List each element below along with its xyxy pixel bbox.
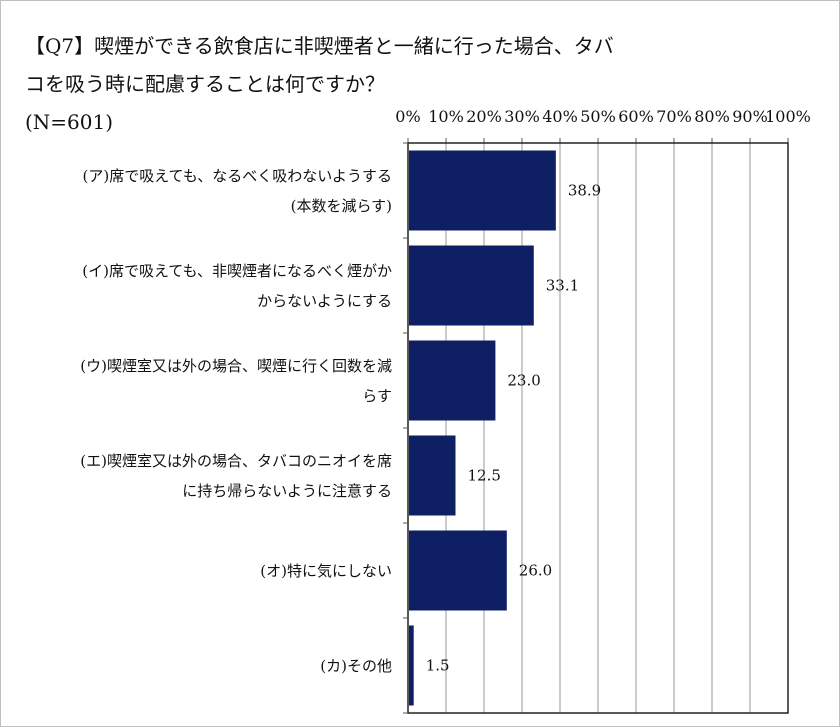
category-label-line: に持ち帰らないように注意する (182, 481, 392, 500)
category-label-line: (オ)特に気にしない (260, 561, 392, 580)
category-label: (イ)席で吸えても、非喫煙者になるべく煙がかからないようにする (14, 256, 392, 316)
category-label-line: (イ)席で吸えても、非喫煙者になるべく煙がか (82, 261, 392, 280)
category-label-line: (ア)席で吸えても、なるべく吸わないようする (82, 166, 392, 185)
category-label-line: からないようにする (257, 291, 392, 310)
bar (409, 435, 456, 516)
category-label: (ア)席で吸えても、なるべく吸わないようする (本数を減らす) (14, 161, 392, 221)
bar (409, 245, 534, 326)
bar (409, 150, 556, 231)
category-label: (ウ)喫煙室又は外の場合、喫煙に行く回数を減らす (14, 351, 392, 411)
title-line-1: 【Q7】喫煙ができる飲食店に非喫煙者と一緒に行った場合、タバ (25, 34, 614, 58)
sample-size-note: (N=601) (25, 110, 114, 134)
x-tick-label: 90% (732, 107, 768, 126)
data-label: 12.5 (468, 467, 501, 485)
category-label-line: (ウ)喫煙室又は外の場合、喫煙に行く回数を減 (80, 356, 392, 375)
data-label: 23.0 (507, 372, 540, 390)
category-label: (オ)特に気にしない (14, 556, 392, 586)
category-label-line: (エ)喫煙室又は外の場合、タバコのニオイを席 (80, 451, 392, 470)
category-label-line: (カ)その他 (320, 656, 392, 675)
bar (409, 625, 414, 706)
x-tick-label: 60% (618, 107, 654, 126)
x-tick-label: 20% (466, 107, 502, 126)
x-tick-label: 0% (395, 107, 420, 126)
title-line-2: コを吸う時に配慮することは何ですか？ (25, 72, 385, 96)
x-tick-label: 30% (504, 107, 540, 126)
category-label-line: らす (362, 386, 392, 405)
x-tick-label: 10% (428, 107, 464, 126)
x-tick-label: 100% (765, 107, 811, 126)
x-tick-label: 40% (542, 107, 578, 126)
bar (409, 530, 507, 611)
x-tick-label: 70% (656, 107, 692, 126)
data-label: 38.9 (568, 182, 601, 200)
category-label: (エ)喫煙室又は外の場合、タバコのニオイを席に持ち帰らないように注意する (14, 446, 392, 506)
data-label: 1.5 (426, 657, 450, 675)
bar (409, 340, 496, 421)
category-label: (カ)その他 (14, 651, 392, 681)
category-label-line: (本数を減らす) (290, 196, 392, 215)
chart-title: 【Q7】喫煙ができる飲食店に非喫煙者と一緒に行った場合、タバ コを吸う時に配慮す… (25, 27, 685, 141)
x-tick-label: 50% (580, 107, 616, 126)
data-label: 33.1 (546, 277, 579, 295)
x-tick-label: 80% (694, 107, 730, 126)
data-label: 26.0 (519, 562, 552, 580)
